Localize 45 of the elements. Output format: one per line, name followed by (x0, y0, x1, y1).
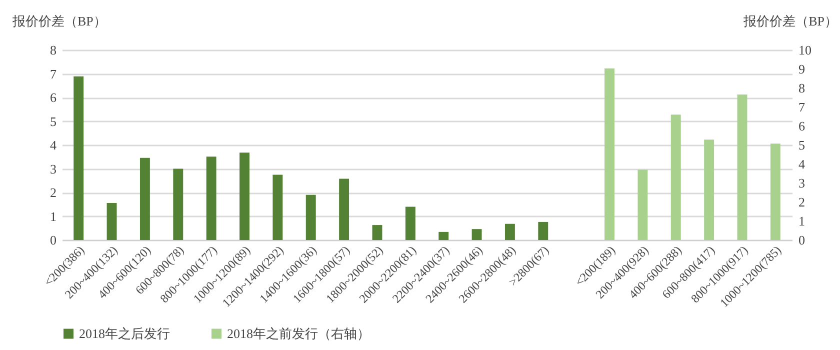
bar (438, 232, 449, 240)
y-tick-label: 1 (50, 208, 56, 224)
bar (670, 114, 681, 240)
bar (206, 156, 216, 240)
legend-label: 2018年之前发行（右轴） (227, 326, 370, 341)
y-tick-label: 4 (50, 138, 57, 152)
y-tick-label: 3 (50, 161, 56, 176)
y-axis-title: 报价价差（BP） (12, 14, 106, 28)
y2-tick-label: 10 (798, 42, 812, 58)
y-tick-label: 2 (50, 185, 56, 200)
y-tick-label: 8 (50, 42, 56, 58)
bar (405, 206, 416, 240)
bar (140, 158, 150, 240)
bar (604, 68, 614, 240)
bar (173, 168, 184, 240)
y2-tick-label: 9 (798, 62, 805, 76)
bar (538, 222, 548, 240)
y2-tick-label: 8 (798, 80, 805, 96)
y2-tick-label: 6 (798, 118, 806, 134)
bar (372, 225, 382, 240)
bar (339, 178, 350, 240)
bar (240, 152, 250, 240)
bar (770, 144, 780, 240)
y-tick-label: 6 (50, 90, 57, 105)
y2-tick-label: 7 (798, 100, 806, 114)
bar (472, 229, 482, 240)
y-tick-label: 5 (50, 114, 56, 129)
y2-axis-title: 报价价差（BP） (742, 14, 838, 28)
bar (74, 76, 84, 240)
bar (504, 224, 515, 240)
legend-label: 2018年之后发行 (79, 326, 170, 341)
y2-tick-label: 1 (798, 214, 805, 228)
bar (106, 202, 117, 240)
y2-tick-label: 3 (798, 176, 805, 190)
y2-tick-label: 4 (798, 156, 806, 172)
bar (638, 170, 648, 240)
y-tick-label: 0 (50, 232, 56, 248)
bar (737, 94, 748, 240)
y2-tick-label: 5 (798, 138, 805, 152)
bar (272, 174, 283, 240)
y2-tick-label: 0 (798, 232, 805, 248)
bar (704, 140, 714, 240)
bar (306, 194, 316, 240)
y-tick-label: 7 (50, 66, 57, 82)
y2-tick-label: 2 (798, 194, 805, 210)
